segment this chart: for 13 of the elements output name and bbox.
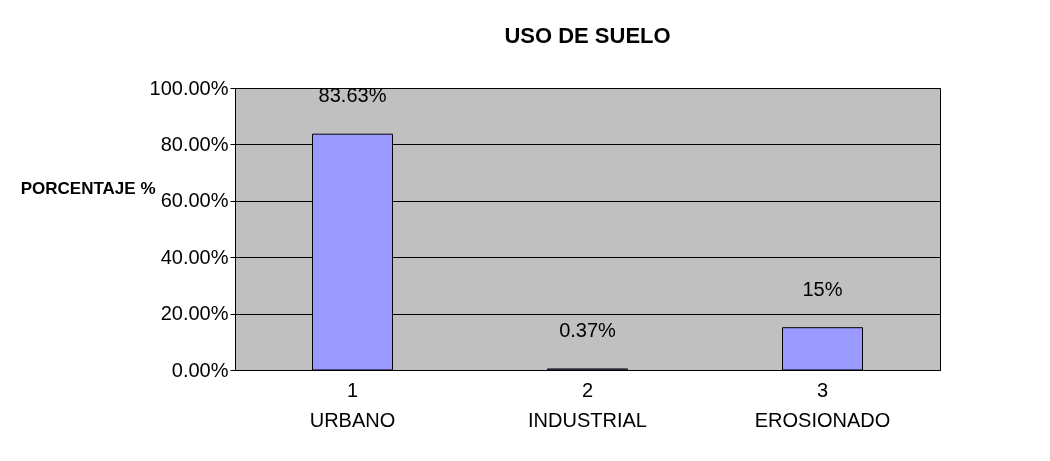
y-tick-label: 100.00% bbox=[149, 76, 229, 99]
data-label: 15% bbox=[802, 277, 843, 300]
chart-title: USO DE SUELO bbox=[504, 23, 671, 48]
x-tick-label: 1 URBANO bbox=[309, 378, 396, 431]
y-tick-label: 20.00% bbox=[160, 302, 229, 325]
data-label: 0.37% bbox=[559, 318, 617, 341]
y-axis-title: PORCENTAJE % bbox=[20, 178, 156, 198]
y-tick-label: 80.00% bbox=[160, 132, 229, 155]
x-tick-label: 3 EROSIONADO bbox=[754, 378, 891, 431]
y-tick-label: 40.00% bbox=[160, 245, 229, 268]
y-tick-label: 60.00% bbox=[160, 189, 229, 212]
x-tick-label: 2 INDUSTRIAL bbox=[528, 378, 647, 431]
y-tick-label: 0.00% bbox=[171, 358, 229, 381]
